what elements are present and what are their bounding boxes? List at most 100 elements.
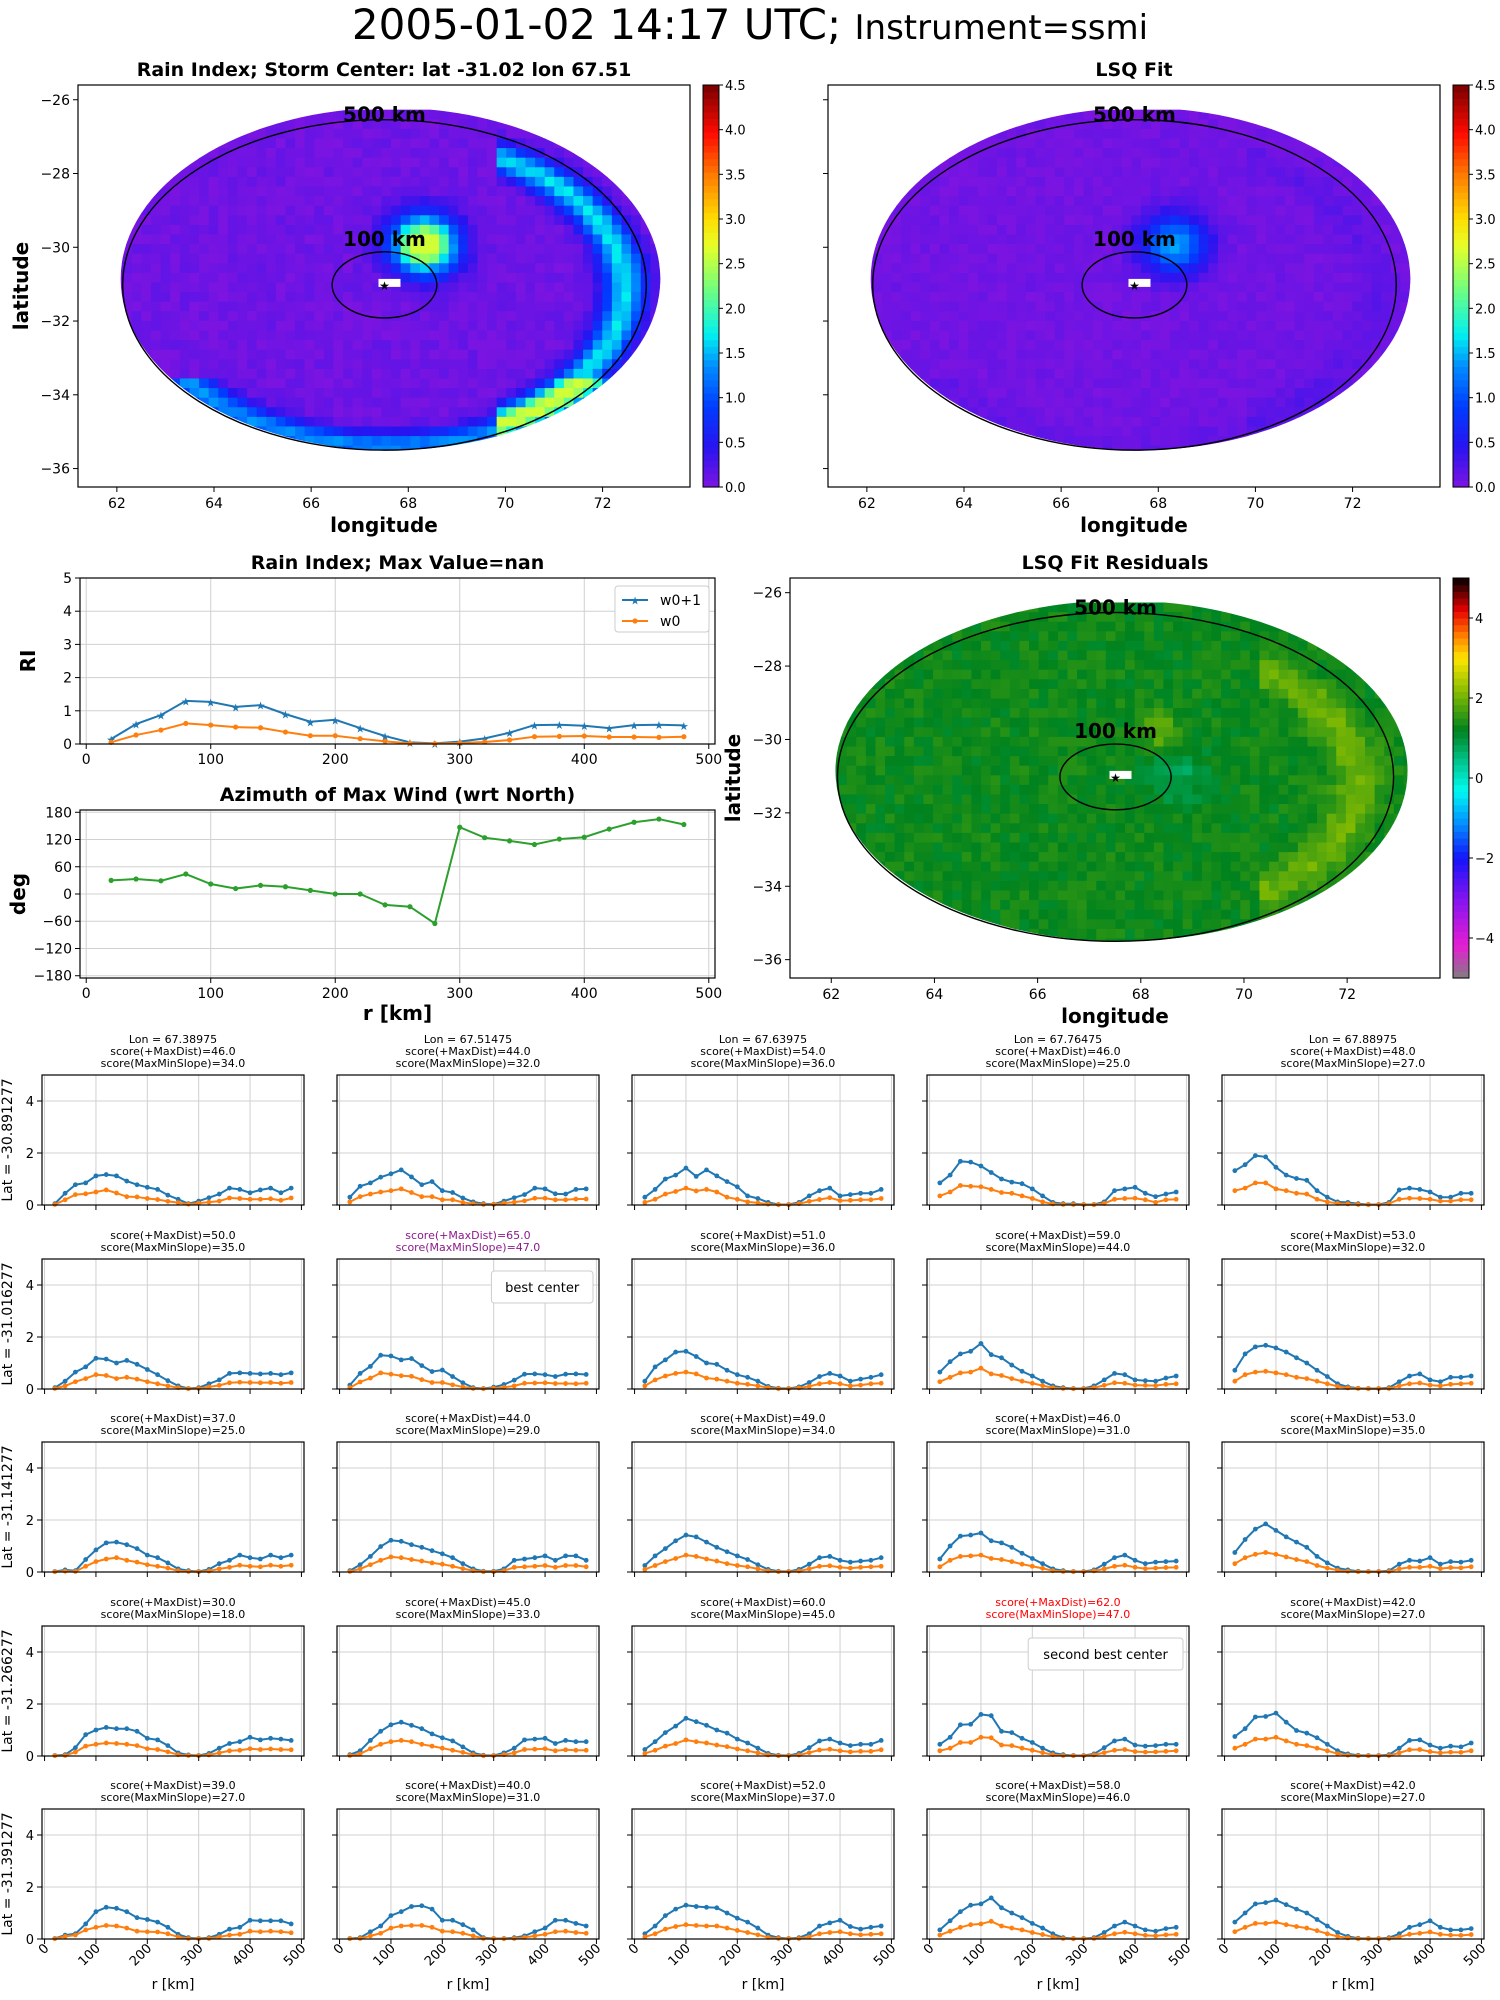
heatmap-cell	[847, 948, 857, 958]
colorbar-segment	[1453, 205, 1469, 213]
heatmap-cell	[1064, 234, 1075, 245]
heatmap-cell	[151, 186, 162, 197]
heatmap-cell	[1131, 301, 1142, 312]
heatmap-cell	[525, 263, 536, 274]
heatmap-cell	[266, 272, 277, 284]
heatmap-cell	[592, 397, 603, 408]
heatmap-cell	[856, 727, 867, 738]
heatmap-cell	[1064, 397, 1075, 408]
heatmap-cell	[1323, 157, 1334, 168]
heatmap-cell	[439, 436, 450, 447]
heatmap-cell	[362, 378, 373, 389]
heatmap-cell	[227, 244, 239, 255]
heatmap-cell	[1294, 215, 1305, 226]
heatmap-cell	[323, 196, 335, 207]
colorbar-segment	[1453, 319, 1469, 327]
heatmap-cell	[1237, 388, 1248, 399]
heatmap-cell	[1285, 186, 1296, 197]
heatmap-cell	[391, 253, 402, 264]
heatmap-cell	[1275, 148, 1286, 159]
heatmap-cell	[554, 436, 565, 447]
heatmap-cell	[573, 109, 584, 120]
colorbar-segment	[703, 85, 719, 93]
heatmap-cell	[525, 426, 536, 437]
colorbar-segment	[1453, 85, 1469, 93]
heatmap-cell	[1342, 416, 1353, 428]
heatmap-cell	[977, 234, 989, 245]
heatmap-cell	[968, 407, 979, 418]
heatmap-cell	[1400, 119, 1411, 130]
heatmap-cell	[1313, 445, 1325, 451]
heatmap-cell	[865, 650, 877, 661]
heatmap-cell	[913, 765, 925, 776]
heatmap-cell	[987, 224, 998, 236]
heatmap-cell	[1102, 224, 1113, 236]
heatmap-cell	[391, 119, 402, 130]
heatmap-cell	[904, 900, 915, 911]
colorbar-segment	[703, 105, 719, 113]
heatmap-cell	[314, 445, 325, 451]
heatmap-cell	[141, 224, 152, 236]
heatmap-cell	[1342, 301, 1353, 312]
heatmap-cell	[189, 378, 200, 389]
heatmap-cell	[949, 455, 959, 465]
heatmap-cell	[977, 109, 989, 120]
heatmap-cell	[151, 407, 162, 418]
heatmap-cell	[920, 205, 931, 216]
heatmap-cell	[400, 263, 411, 274]
heatmap-cell	[1227, 234, 1238, 245]
heatmap-cell	[535, 215, 546, 226]
heatmap-cell	[875, 631, 886, 642]
heatmap-cell	[872, 215, 883, 226]
heatmap-cell	[439, 215, 450, 226]
heatmap-cell	[1141, 253, 1152, 264]
heatmap-cell	[371, 148, 383, 159]
heatmap-cell	[535, 244, 546, 255]
heatmap-cell	[1054, 234, 1065, 245]
heatmap-cell	[343, 416, 354, 428]
heatmap-cell	[189, 349, 200, 360]
heatmap-cell	[199, 445, 210, 451]
heatmap-cell	[573, 196, 584, 207]
heatmap-cell	[901, 138, 912, 149]
heatmap-cell	[949, 157, 960, 168]
heatmap-cell	[218, 311, 229, 322]
heatmap-cell	[933, 679, 944, 690]
heatmap-cell	[621, 301, 632, 312]
heatmap-cell	[1333, 436, 1344, 447]
heatmap-cell	[218, 349, 229, 360]
heatmap-cell	[304, 148, 315, 159]
heatmap-cell	[1025, 176, 1037, 188]
heatmap-cell	[583, 368, 594, 380]
heatmap-cell	[1131, 167, 1142, 178]
heatmap-cell	[131, 167, 143, 178]
heatmap-cell	[885, 900, 896, 911]
heatmap-cell	[218, 368, 229, 380]
heatmap-cell	[933, 708, 944, 719]
heatmap-cell	[640, 196, 651, 207]
heatmap-cell	[1256, 272, 1267, 284]
heatmap-cell	[458, 301, 469, 312]
heatmap-cell	[170, 292, 181, 303]
heatmap-cell	[199, 119, 210, 130]
colorbar-segment	[703, 299, 719, 307]
heatmap-cell	[891, 148, 902, 159]
heatmap-cell	[266, 176, 277, 188]
colorbar-tick-label: 0.5	[725, 436, 746, 451]
heatmap-cell	[1304, 215, 1315, 226]
heatmap-cell	[1294, 292, 1305, 303]
heatmap-cell	[1381, 378, 1392, 389]
heatmap-cells	[835, 602, 1408, 958]
heatmap-cell	[1361, 148, 1373, 159]
heatmap-cell	[1313, 349, 1325, 360]
heatmap-cell	[592, 234, 603, 245]
heatmap-cell	[544, 186, 555, 197]
heatmap-cell	[640, 128, 651, 140]
heatmap-cell	[170, 109, 181, 120]
heatmap-cell	[1054, 416, 1065, 428]
heatmap-cell	[881, 445, 893, 451]
heatmap-cell	[458, 320, 469, 332]
heatmap-cell	[904, 784, 915, 796]
heatmap-cell	[120, 320, 123, 332]
